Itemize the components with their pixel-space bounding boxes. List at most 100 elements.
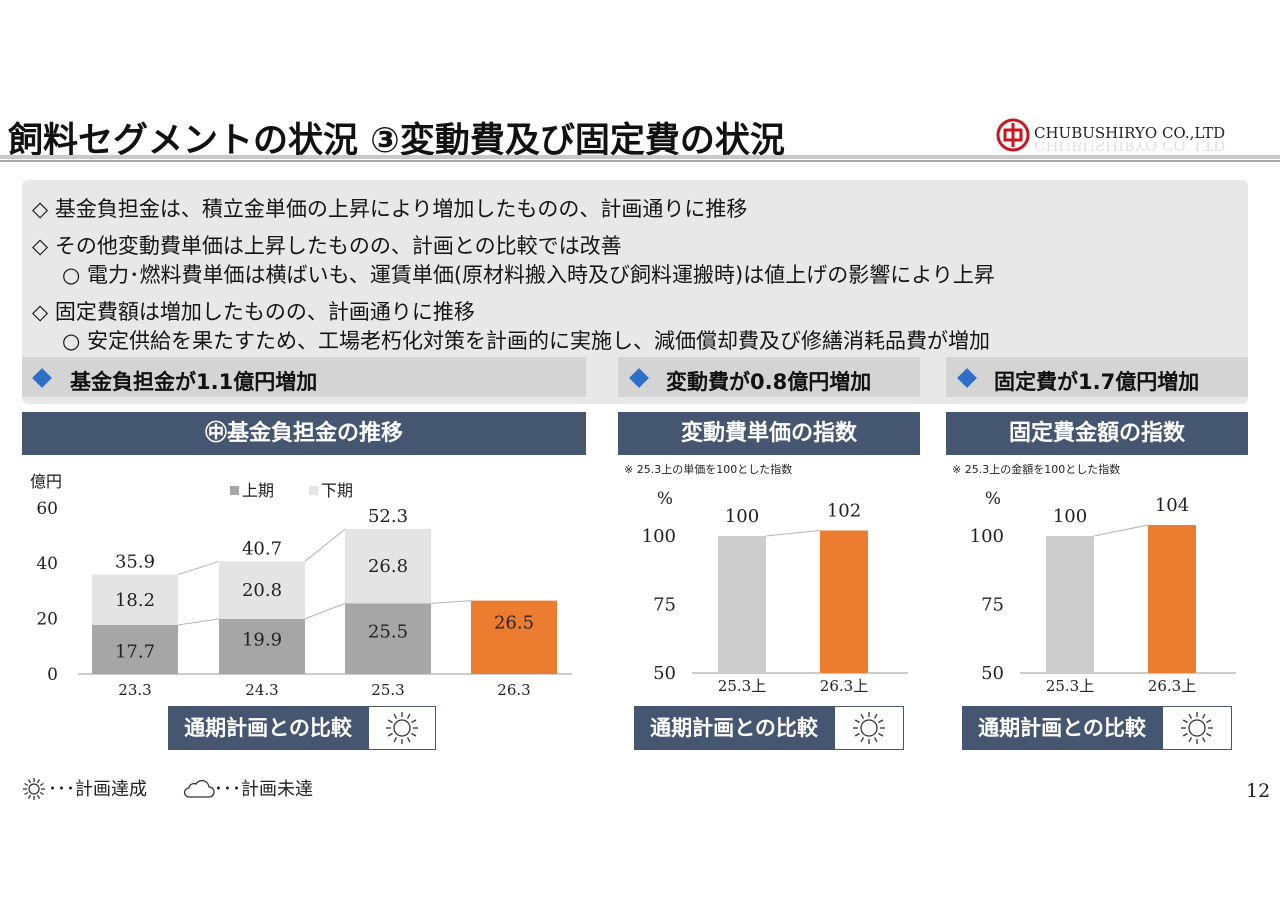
highlight-fixed-bar xyxy=(946,357,1248,397)
data-label-first: 19.9 xyxy=(242,629,282,650)
y-tick-label: 40 xyxy=(36,554,58,574)
sun-ray xyxy=(1201,737,1206,743)
y-unit-label: % xyxy=(985,489,1001,509)
connector-line xyxy=(177,618,220,626)
fund-y-unit: 億円 xyxy=(30,472,63,491)
y-tick-label: 50 xyxy=(981,663,1004,684)
legend-first-label: 上期 xyxy=(242,481,274,500)
data-label-first: 26.5 xyxy=(494,613,534,634)
company-logo-icon xyxy=(996,118,1030,152)
data-label-first: 17.7 xyxy=(115,642,155,663)
sun-ray xyxy=(39,782,44,787)
header-rule xyxy=(0,155,1280,159)
sun-core xyxy=(860,719,878,737)
company-name: CHUBUSHIRYO CO.,LTD xyxy=(1034,124,1226,142)
y-tick-label: 20 xyxy=(36,610,58,630)
connector-line xyxy=(430,600,472,604)
data-label-second: 26.8 xyxy=(368,556,408,577)
x-tick-label: 26.3 xyxy=(497,681,530,699)
summary-bullet: ◇ その他変動費単価は上昇したものの、計画との比較では改善 xyxy=(32,234,622,258)
sun-ray xyxy=(387,732,393,737)
index-bar xyxy=(820,530,868,673)
sun-ray xyxy=(36,779,41,784)
header-rule-thin xyxy=(0,160,1280,162)
fund-chart: 0 20 40 60 上期 下期 18.2 35.9 17.7 23.3 20.8 40.7 19.9 2… xyxy=(36,481,572,699)
sun-ray xyxy=(1206,732,1212,737)
x-tick-label: 24.3 xyxy=(245,681,278,699)
sun-ray xyxy=(393,737,398,743)
sun-ray xyxy=(873,713,878,719)
sun-ray xyxy=(406,713,411,719)
fixed-chart-title: 固定費金額の指数 xyxy=(946,412,1248,455)
x-tick-label: 26.3上 xyxy=(1148,677,1196,695)
legend-swatch-first xyxy=(230,486,239,495)
connector-line xyxy=(304,528,346,562)
bar-second-half xyxy=(345,529,431,604)
y-unit-label: % xyxy=(657,489,673,509)
y-tick-label: 50 xyxy=(653,663,676,684)
page-number: 12 xyxy=(1246,780,1271,802)
x-tick-label: 26.3上 xyxy=(820,677,868,695)
summary-sub-bullet: ○ 電力･燃料費単価は横ばいも、運賃単価(原材料搬入時及び飼料運搬時)は値上げの… xyxy=(62,263,995,287)
data-label-total: 52.3 xyxy=(368,506,408,527)
index-bar xyxy=(718,536,766,673)
bar-first-half xyxy=(471,600,557,674)
sun-ray xyxy=(860,737,865,743)
comparison-label: 通期計画との比較 xyxy=(634,706,834,750)
data-label-total: 40.7 xyxy=(242,538,282,559)
data-label-second: 18.2 xyxy=(115,590,155,611)
sun-ray xyxy=(393,713,398,719)
page-title: 飼料セグメントの状況 ③変動費及び固定費の状況 xyxy=(8,121,785,161)
sun-icon xyxy=(368,706,436,750)
index-bar xyxy=(1046,536,1094,673)
sun-core xyxy=(393,719,411,737)
sun-ray xyxy=(878,732,884,737)
sun-ray xyxy=(24,791,29,796)
sun-icon xyxy=(834,706,904,750)
data-label: 100 xyxy=(1053,506,1087,527)
legend-not-achieved: ･･･計画未達 xyxy=(214,779,313,800)
highlight-variable: 変動費が0.8億円増加 xyxy=(666,370,872,394)
highlight-fund-bar xyxy=(22,357,586,397)
x-tick-label: 25.3上 xyxy=(718,677,766,695)
bar-second-half xyxy=(92,574,178,625)
summary-sub-bullet: ○ 安定供給を果たすため、工場老朽化対策を計画的に実施し、減価償却費及び修繕消耗… xyxy=(62,329,990,353)
sun-ray xyxy=(854,719,860,724)
sun-ray xyxy=(854,732,860,737)
data-label: 104 xyxy=(1155,495,1189,516)
y-tick-label: 75 xyxy=(981,595,1004,616)
fixed-chart-note: ※ 25.3上の金額を100とした指数 xyxy=(952,463,1121,476)
summary-bullet: ◇ 基金負担金は、積立金単価の上昇により増加したものの、計画通りに推移 xyxy=(32,197,748,221)
sun-ray xyxy=(411,719,417,724)
fund-chart-title: ㊥基金負担金の推移 xyxy=(22,412,586,455)
sun-ray xyxy=(406,737,411,743)
data-label-total: 35.9 xyxy=(115,552,155,573)
highlight-fund: 基金負担金が1.1億円増加 xyxy=(70,370,318,394)
variable-chart-note: ※ 25.3上の単価を100とした指数 xyxy=(624,463,793,476)
sun-core xyxy=(28,783,40,795)
y-tick-label: 100 xyxy=(970,526,1004,547)
company-name-reflection: CHUBUSHIRYO CO.,LTD xyxy=(1034,142,1226,154)
sun-ray xyxy=(36,794,41,799)
x-tick-label: 25.3上 xyxy=(1046,677,1094,695)
sun-ray xyxy=(1188,737,1193,743)
sun-ray xyxy=(1201,713,1206,719)
x-tick-label: 25.3 xyxy=(371,681,404,699)
bar-first-half xyxy=(219,618,305,674)
variable-chart-title: 変動費単価の指数 xyxy=(618,412,920,455)
variable-index-chart: % 50 75 100 100 25.3上 102 26.3上 xyxy=(642,489,908,695)
bar-first-half xyxy=(345,603,431,674)
index-bar xyxy=(1148,525,1196,673)
sun-core xyxy=(1188,719,1206,737)
connector-line xyxy=(177,560,220,576)
highlight-fixed: 固定費が1.7億円増加 xyxy=(994,370,1200,394)
sun-ray xyxy=(860,713,865,719)
y-tick-label: 100 xyxy=(642,526,676,547)
sun-ray xyxy=(39,791,44,796)
summary-bullet: ◇ 固定費額は増加したものの、計画通りに推移 xyxy=(32,300,475,324)
sun-ray xyxy=(1182,732,1188,737)
connector-line xyxy=(304,602,346,620)
fixed-index-chart: % 50 75 100 100 25.3上 104 26.3上 xyxy=(970,489,1236,695)
y-tick-label: 75 xyxy=(653,595,676,616)
y-tick-label: 60 xyxy=(36,499,58,519)
